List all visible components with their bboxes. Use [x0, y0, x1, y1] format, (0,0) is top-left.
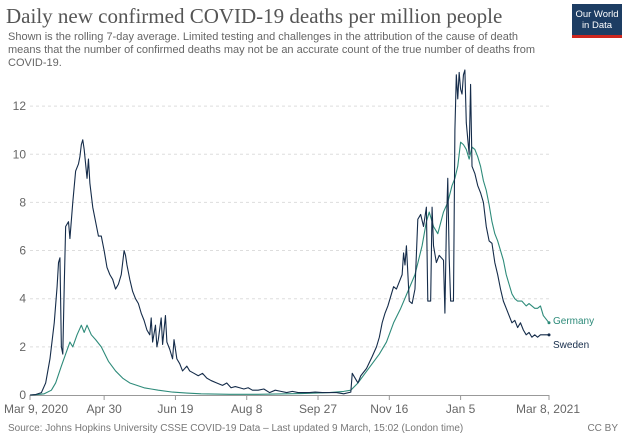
- grid-lines: [30, 105, 549, 348]
- x-tick-label: Jan 5: [446, 402, 476, 416]
- x-tick-label: Sep 27: [299, 402, 337, 416]
- series-lines: [29, 69, 551, 396]
- y-tick-label: 0: [19, 388, 26, 402]
- legend-label-germany[interactable]: Germany: [553, 316, 594, 327]
- y-tick-label: 4: [19, 292, 26, 306]
- x-tick-label: Aug 8: [231, 402, 263, 416]
- y-tick-label: 8: [19, 195, 26, 209]
- series-end-point-sweden: [547, 333, 551, 337]
- x-tick-label: Mar 8, 2021: [516, 402, 580, 416]
- x-tick-label: Mar 9, 2020: [4, 402, 68, 416]
- x-tick-label: Apr 30: [86, 402, 122, 416]
- source-note: Source: Johns Hopkins University CSSE CO…: [8, 423, 464, 434]
- y-tick-label: 2: [19, 340, 26, 354]
- chart-title: Daily new confirmed COVID-19 deaths per …: [6, 4, 503, 28]
- x-tick-label: Jun 19: [157, 402, 193, 416]
- series-line-germany[interactable]: [29, 141, 550, 396]
- owid-logo[interactable]: Our World in Data: [572, 4, 622, 38]
- x-axis: Mar 9, 2020 Apr 30 Jun 19 Aug 8 Sep 27 Nov 16…: [4, 395, 580, 416]
- series-end-point-germany: [547, 321, 551, 325]
- series-line-sweden[interactable]: [29, 69, 549, 396]
- logo-line-1: Our World: [575, 9, 619, 20]
- y-axis-tick-labels: 0 2 4 6 8 10 12: [13, 99, 27, 402]
- x-tick-label: Nov 16: [370, 402, 408, 416]
- y-tick-label: 6: [19, 244, 26, 258]
- chart-subtitle: Shown is the rolling 7-day average. Limi…: [8, 31, 536, 69]
- license-link[interactable]: CC BY: [587, 423, 618, 434]
- logo-line-2: in Data: [581, 20, 613, 31]
- legend-label-sweden[interactable]: Sweden: [553, 340, 589, 351]
- y-tick-label: 10: [13, 147, 27, 161]
- y-tick-label: 12: [13, 99, 27, 113]
- legend: Germany Sweden: [553, 316, 594, 351]
